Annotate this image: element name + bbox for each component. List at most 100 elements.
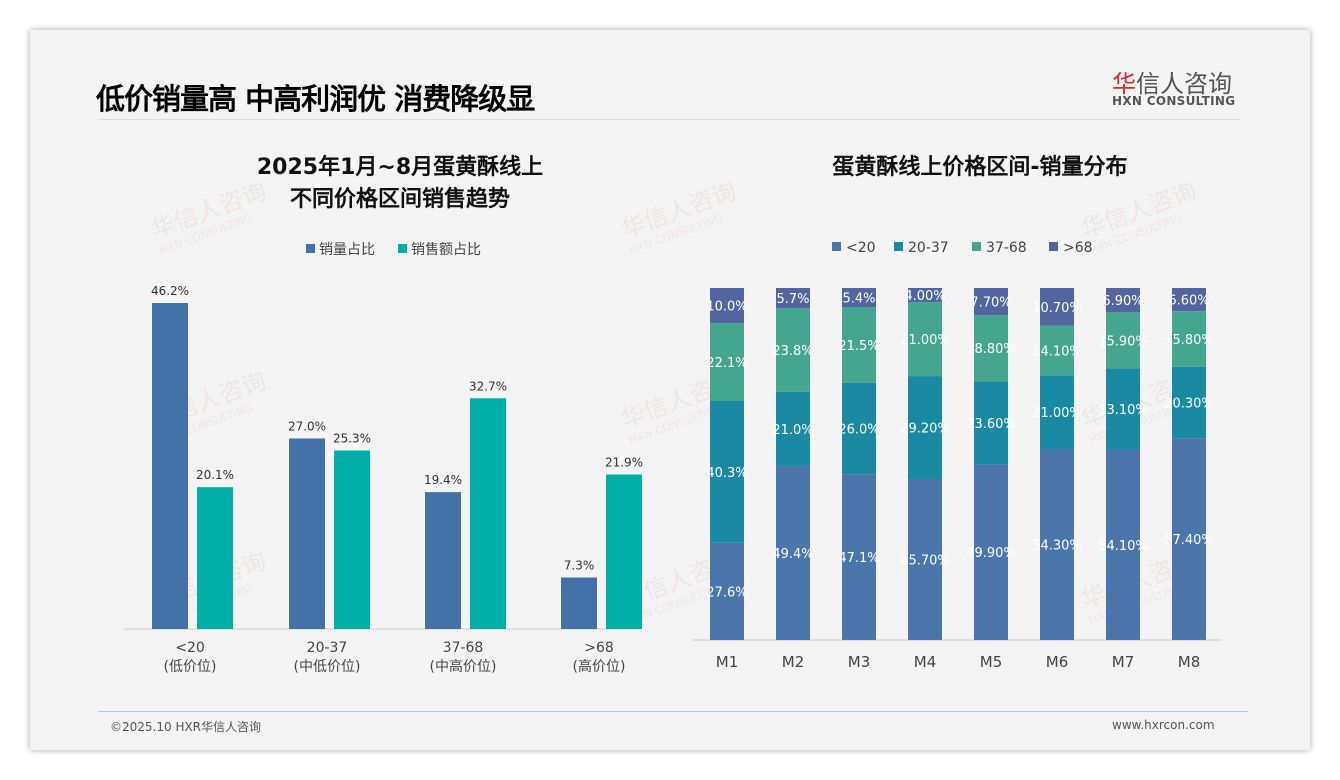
data-label: 21.9% bbox=[605, 455, 643, 469]
legend-label: <20 bbox=[846, 240, 876, 256]
data-label: 4.00% bbox=[904, 289, 945, 304]
stacked-bar-segment bbox=[776, 308, 810, 392]
data-label: 21.00% bbox=[900, 333, 950, 348]
x-tick-label: M3 bbox=[848, 653, 871, 671]
stacked-bar-segment bbox=[1106, 288, 1140, 313]
x-tick-label: M1 bbox=[716, 653, 739, 671]
legend-label: 销售额占比 bbox=[411, 242, 481, 258]
x-tick-label: M2 bbox=[782, 653, 805, 671]
stacked-bar-segment bbox=[776, 288, 810, 309]
legend-label: 销量占比 bbox=[319, 242, 375, 258]
data-label: 15.80% bbox=[1164, 333, 1214, 348]
legend-label: >68 bbox=[1063, 240, 1093, 256]
data-label: 49.4% bbox=[772, 547, 813, 562]
data-label: 7.3% bbox=[564, 558, 595, 572]
legend-swatch bbox=[306, 244, 315, 253]
stacked-bar-segment bbox=[1040, 288, 1074, 326]
data-label: 29.20% bbox=[900, 422, 950, 437]
x-tick-label: M8 bbox=[1178, 653, 1201, 671]
data-label: 32.7% bbox=[469, 379, 507, 393]
stacked-bar-segment bbox=[710, 400, 744, 543]
bar-amount bbox=[334, 450, 370, 629]
legend-swatch bbox=[398, 244, 407, 253]
right-chart-title: 蛋黄酥线上价格区间-销量分布 bbox=[832, 155, 1128, 180]
data-label: 54.10% bbox=[1098, 539, 1148, 554]
stacked-bar-segment bbox=[1106, 368, 1140, 450]
logo-text: 信人咨询 bbox=[1136, 70, 1232, 98]
data-label: 20.1% bbox=[196, 468, 234, 482]
data-label: 45.70% bbox=[900, 553, 950, 568]
stacked-bar-segment bbox=[1040, 325, 1074, 376]
stacked-bar-segment bbox=[1040, 375, 1074, 450]
bar-volume bbox=[425, 492, 461, 629]
data-label: 23.60% bbox=[966, 417, 1016, 432]
legend-swatch bbox=[972, 242, 981, 251]
stacked-bar-segment bbox=[1106, 449, 1140, 640]
legend-swatch bbox=[1049, 242, 1058, 251]
legend-swatch bbox=[894, 242, 903, 251]
stacked-bar-segment bbox=[908, 302, 942, 377]
x-tick-label: M7 bbox=[1112, 653, 1135, 671]
stacked-bar-segment bbox=[908, 288, 942, 303]
data-label: 27.0% bbox=[288, 419, 326, 433]
stacked-bar-segment bbox=[842, 382, 876, 475]
data-label: 6.90% bbox=[1102, 294, 1143, 309]
x-tick-sublabel: (高价位) bbox=[573, 658, 626, 675]
left-chart-title: 2025年1月~8月蛋黄酥线上 不同价格区间销售趋势 bbox=[256, 155, 544, 212]
bar-volume bbox=[561, 577, 597, 629]
data-label: 46.2% bbox=[151, 284, 189, 298]
stacked-bar-segment bbox=[974, 288, 1008, 316]
data-label: 10.0% bbox=[706, 300, 747, 315]
x-tick-label: M6 bbox=[1046, 653, 1069, 671]
x-tick-sublabel: (低价位) bbox=[164, 659, 217, 675]
stacked-bar-segment bbox=[1040, 449, 1074, 640]
stacked-bar-segment bbox=[710, 288, 744, 324]
stacked-bar-segment bbox=[1172, 288, 1206, 312]
data-label: 21.00% bbox=[1032, 406, 1082, 421]
legend-label: 37-68 bbox=[986, 240, 1027, 256]
footer-divider bbox=[98, 711, 1248, 712]
x-tick-label: <20 bbox=[175, 640, 205, 656]
stacked-bar-segment bbox=[1172, 438, 1206, 640]
data-label: 49.90% bbox=[966, 546, 1016, 561]
data-label: 27.6% bbox=[706, 585, 747, 600]
stacked-bar-segment bbox=[710, 542, 744, 640]
bar-volume bbox=[152, 303, 188, 629]
stacked-bar-segment bbox=[710, 323, 744, 401]
data-label: 21.0% bbox=[772, 423, 813, 438]
stacked-bar-segment bbox=[1172, 366, 1206, 439]
stacked-bar-segment bbox=[1106, 312, 1140, 369]
logo-red-char: 华 bbox=[1112, 70, 1136, 98]
data-label: 23.10% bbox=[1098, 403, 1148, 418]
stacked-bar-segment bbox=[842, 288, 876, 308]
bar-volume bbox=[289, 438, 325, 629]
stacked-bar-segment bbox=[1172, 311, 1206, 367]
data-label: 54.30% bbox=[1032, 539, 1082, 554]
footer-url[interactable]: www.hxrcon.com bbox=[1112, 718, 1215, 732]
page-title: 低价销量高 中高利润优 消费降级显 bbox=[96, 82, 535, 116]
stacked-bar-segment bbox=[776, 391, 810, 466]
x-tick-label: >68 bbox=[584, 640, 614, 656]
slide: 低价销量高 中高利润优 消费降级显 华信人咨询 HXN CONSULTING 华… bbox=[30, 30, 1310, 750]
data-label: 7.70% bbox=[970, 296, 1011, 311]
x-tick-sublabel: (中高价位) bbox=[430, 658, 497, 675]
x-tick-sublabel: (中低价位) bbox=[294, 659, 361, 675]
stacked-bar-segment bbox=[908, 376, 942, 479]
bar-amount bbox=[470, 398, 506, 629]
data-label: 19.4% bbox=[424, 473, 462, 487]
x-tick-label: M4 bbox=[914, 653, 937, 671]
legend-label: 20-37 bbox=[908, 240, 949, 256]
logo-en: HXN CONSULTING bbox=[1112, 94, 1236, 108]
x-tick-label: 20-37 bbox=[307, 640, 348, 656]
data-label: 5.4% bbox=[842, 292, 875, 307]
x-tick-label: M5 bbox=[980, 653, 1003, 671]
stacked-bar-segment bbox=[974, 315, 1008, 382]
data-label: 20.30% bbox=[1164, 396, 1214, 411]
data-label: 14.10% bbox=[1032, 344, 1082, 359]
data-label: 47.1% bbox=[838, 551, 879, 566]
footer-copyright: ©2025.10 HXR华信人咨询 bbox=[110, 720, 262, 734]
data-label: 6.60% bbox=[1168, 294, 1209, 309]
stacked-bar-segment bbox=[842, 474, 876, 640]
bar-amount bbox=[197, 487, 233, 629]
